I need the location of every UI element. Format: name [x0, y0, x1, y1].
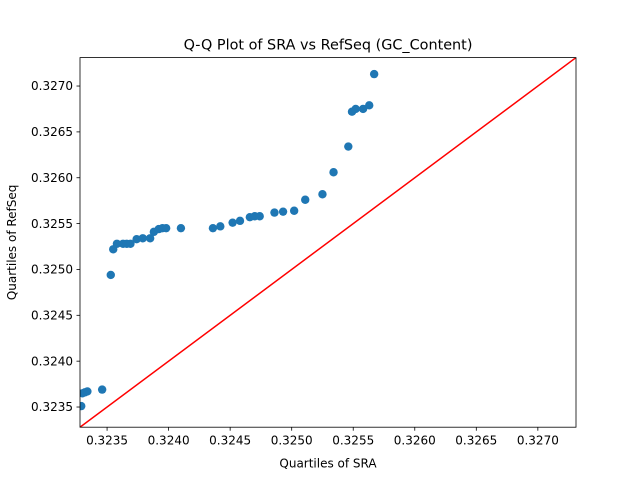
- reference-line-layer: [80, 57, 576, 428]
- data-point: [358, 104, 368, 114]
- reference-line: [80, 57, 576, 428]
- y-tick-label: 0.3240: [31, 354, 73, 368]
- data-point: [255, 212, 264, 221]
- x-tick-label: 0.3240: [148, 434, 190, 448]
- data-point: [126, 239, 135, 248]
- data-point: [278, 207, 288, 216]
- data-point: [270, 208, 279, 217]
- x-tick-label: 0.3260: [394, 434, 436, 448]
- data-point: [216, 222, 225, 231]
- data-point: [132, 234, 141, 244]
- data-point: [344, 142, 353, 151]
- x-axis-ticks: 0.3235 0.3240 0.3245 0.3250 0.3255 0.3260 0.32…: [86, 427, 559, 448]
- y-tick-label: 0.3265: [31, 125, 73, 139]
- axes-frame: [79, 57, 577, 428]
- x-axis-title: Quartiles of SRA: [279, 457, 377, 471]
- plot-area: [79, 57, 577, 428]
- data-point: [351, 104, 360, 114]
- data-point: [112, 239, 122, 248]
- y-tick-label: 0.3270: [31, 79, 73, 93]
- x-tick-label: 0.3245: [209, 434, 251, 448]
- data-point: [369, 69, 379, 79]
- x-tick-label: 0.3270: [517, 434, 559, 448]
- data-point: [235, 216, 245, 226]
- data-point: [97, 385, 107, 394]
- x-tick-label: 0.3235: [86, 434, 128, 448]
- data-point: [318, 190, 327, 199]
- data-point: [80, 401, 86, 411]
- data-point: [365, 101, 374, 110]
- x-tick-label: 0.3250: [271, 434, 313, 448]
- data-point: [83, 387, 92, 396]
- y-tick-label: 0.3260: [31, 171, 73, 185]
- data-point: [301, 195, 310, 204]
- data-point: [329, 168, 338, 177]
- y-axis-title: Quartiles of RefSeq: [5, 185, 19, 301]
- data-point: [138, 234, 147, 243]
- data-point: [161, 223, 171, 233]
- data-point: [106, 270, 115, 280]
- y-tick-label: 0.3235: [31, 400, 73, 414]
- chart-title: Q-Q Plot of SRA vs RefSeq (GC_Content): [184, 38, 473, 54]
- y-tick-label: 0.3245: [31, 309, 73, 323]
- data-point: [176, 223, 186, 233]
- y-axis-ticks: 0.3235 0.3240 0.3245 0.3250 0.3255 0.3260 0.32…: [31, 79, 80, 414]
- x-tick-label: 0.3255: [332, 434, 374, 448]
- x-tick-label: 0.3265: [455, 434, 497, 448]
- data-point: [208, 223, 218, 233]
- data-point: [228, 218, 237, 227]
- y-tick-label: 0.3255: [31, 217, 73, 231]
- points-layer: [80, 69, 379, 411]
- data-point: [289, 206, 299, 215]
- y-tick-label: 0.3250: [31, 263, 73, 277]
- data-point: [145, 234, 155, 243]
